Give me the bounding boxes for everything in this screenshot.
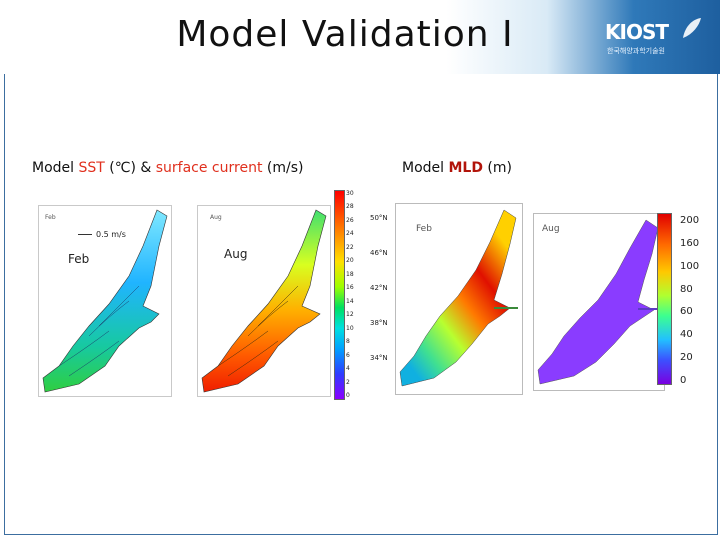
latitude-label: 46°N: [370, 249, 388, 257]
sst-feb-label: Feb: [68, 252, 90, 266]
mld-caption: Model MLD (m): [402, 160, 512, 176]
sst-colorbar-tick: 18: [346, 270, 354, 278]
vector-scale-arrow: [78, 234, 92, 235]
mld-colorbar: [657, 213, 672, 385]
sst-aug-label: Aug: [224, 247, 248, 261]
page-title: Model Validation I: [176, 14, 514, 55]
mld-feb-small-label: Feb: [416, 224, 432, 234]
sst-colorbar-tick: 0: [346, 392, 350, 399]
mld-colorbar-tick: 200: [680, 215, 700, 226]
sst-colorbar-tick: 8: [346, 338, 350, 346]
logo-subtitle: 한국해양과학기술원: [607, 47, 665, 55]
sst-colorbar-tick: 24: [346, 230, 354, 238]
mld-colorbar-tick: 100: [680, 260, 700, 272]
latitude-label: 38°N: [370, 319, 388, 327]
sst-aug-small-label: Aug: [210, 214, 222, 221]
sst-colorbar-tick: 12: [346, 311, 354, 319]
mld-caption-var: MLD: [448, 160, 483, 176]
vector-scale-label: 0.5 m/s: [96, 230, 126, 239]
sst-caption-var: SST: [78, 160, 105, 176]
kiost-logo: KIOST 한국해양과학기술원: [605, 16, 705, 60]
sst-colorbar-tick: 28: [346, 203, 354, 211]
mld-aug-field: [537, 219, 662, 385]
sst-colorbar-tick: 4: [346, 365, 350, 373]
sst-colorbar-tick: 6: [346, 351, 350, 359]
mld-caption-unit: (m): [482, 160, 512, 176]
sst-caption-unit: (℃) &: [104, 160, 156, 176]
sst-colorbar-tick: 20: [346, 257, 354, 265]
sst-feb-small-label: Feb: [45, 214, 56, 221]
mld-colorbar-tick: 40: [680, 329, 693, 341]
latitude-label: 50°N: [370, 214, 388, 222]
sst-caption-prefix: Model: [32, 160, 79, 176]
sst-colorbar-tick: 16: [346, 284, 354, 292]
mld-caption-prefix: Model: [402, 160, 449, 176]
mld-feb-map: Feb: [395, 203, 523, 395]
mld-feb-field: [399, 209, 518, 387]
sst-colorbar-tick: 22: [346, 243, 354, 251]
sst-colorbar-tick: 10: [346, 324, 354, 332]
sst-caption: Model SST (℃) & surface current (m/s): [32, 160, 303, 176]
mld-colorbar-tick: 20: [680, 352, 693, 364]
mld-colorbar-tick: 80: [680, 283, 693, 295]
sst-colorbar-tick: 2: [346, 378, 350, 386]
leaf-icon: [683, 18, 701, 38]
sst-feb-map: Feb: [38, 205, 172, 397]
sst-aug-map: Aug: [197, 205, 331, 397]
mld-colorbar-tick: 0: [680, 375, 687, 386]
sst-caption-current: surface current: [155, 160, 263, 176]
latitude-label: 34°N: [370, 354, 388, 362]
sst-caption-current-unit: (m/s): [262, 160, 304, 176]
sst-colorbar: [334, 190, 345, 400]
sst-feb-field: [42, 209, 168, 393]
sst-aug-field: [201, 209, 327, 393]
sst-colorbar-tick: 14: [346, 297, 354, 305]
logo-text: KIOST: [605, 20, 669, 44]
mld-colorbar-tick: 60: [680, 306, 693, 318]
mld-aug-small-label: Aug: [542, 224, 560, 234]
sst-colorbar-tick: 30: [346, 190, 354, 197]
sst-colorbar-tick: 26: [346, 216, 354, 224]
latitude-label: 42°N: [370, 284, 388, 292]
mld-colorbar-tick: 160: [680, 237, 700, 249]
content-frame: [4, 74, 718, 535]
mld-aug-map: Aug: [533, 213, 665, 391]
title-bar: [0, 0, 720, 74]
